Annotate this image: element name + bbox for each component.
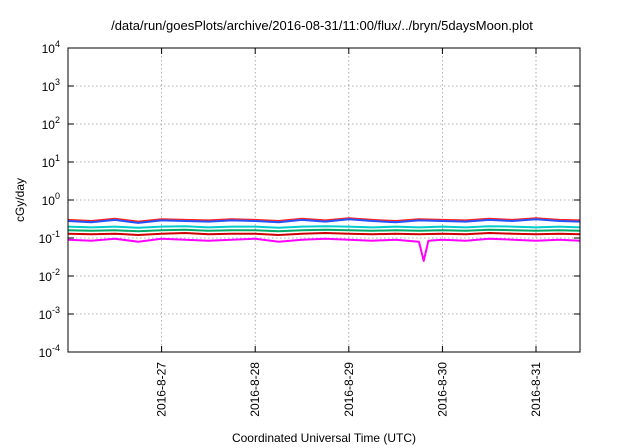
series-line	[67, 225, 581, 229]
x-axis-label: Coordinated Universal Time (UTC)	[232, 431, 416, 445]
y-tick-label: 101	[42, 153, 60, 170]
x-tick-label: 2016-8-30	[435, 362, 449, 417]
grid	[68, 48, 580, 352]
x-tick-label: 2016-8-29	[342, 362, 356, 417]
series-layer	[67, 217, 581, 262]
chart-title: /data/run/goesPlots/archive/2016-08-31/1…	[111, 18, 533, 33]
y-tick-label: 10-4	[39, 343, 60, 360]
y-tick-label: 100	[42, 191, 60, 208]
y-tick-label: 10-3	[39, 305, 60, 322]
series-line	[67, 218, 581, 224]
series-line	[67, 237, 581, 262]
y-tick-label: 10-1	[39, 229, 60, 246]
series-line	[67, 228, 581, 233]
y-axis-label: cGy/day	[13, 178, 27, 222]
y-tick-label: 10-2	[39, 267, 60, 284]
y-tick-label: 102	[42, 115, 60, 132]
series-line	[67, 232, 581, 236]
x-axis-ticks: 2016-8-27 2016-8-28 2016-8-29 2016-8-30 2016…	[155, 48, 543, 417]
series-line	[67, 217, 581, 223]
x-tick-label: 2016-8-31	[529, 362, 543, 417]
y-tick-label: 104	[42, 39, 60, 56]
x-tick-label: 2016-8-28	[248, 362, 262, 417]
y-axis-ticks: 10-4 10-3 10-2 10-1 100 101 102 103 104	[39, 39, 580, 360]
y-tick-label: 103	[42, 77, 60, 94]
x-tick-label: 2016-8-27	[155, 362, 169, 417]
